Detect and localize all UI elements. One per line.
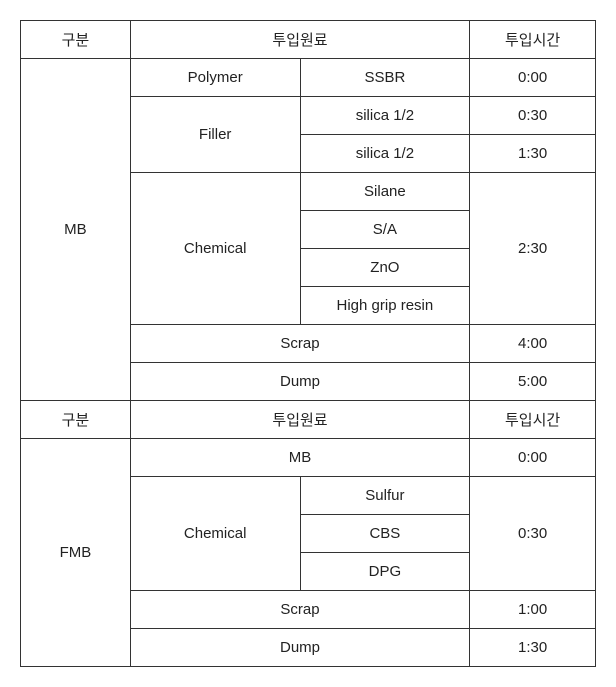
table-row: FMB MB 0:00 <box>21 439 596 477</box>
chemical-time-fmb: 0:30 <box>470 477 596 591</box>
scrap-time-mb: 4:00 <box>470 325 596 363</box>
polymer-label: Polymer <box>130 59 300 97</box>
chemical-label-fmb: Chemical <box>130 477 300 591</box>
section-mb-label: MB <box>21 59 131 401</box>
header-material-2: 투입원료 <box>130 401 469 439</box>
fmb-chemical-item-2: DPG <box>300 553 470 591</box>
dump-time-fmb: 1:30 <box>470 629 596 667</box>
filler-item-1: silica 1/2 <box>300 135 470 173</box>
polymer-item: SSBR <box>300 59 470 97</box>
scrap-label-mb: Scrap <box>130 325 469 363</box>
chemical-item-2: ZnO <box>300 249 470 287</box>
header-material: 투입원료 <box>130 21 469 59</box>
header-category-2: 구분 <box>21 401 131 439</box>
filler-time-1: 1:30 <box>470 135 596 173</box>
filler-time-0: 0:30 <box>470 97 596 135</box>
filler-item-0: silica 1/2 <box>300 97 470 135</box>
section-fmb-label: FMB <box>21 439 131 667</box>
scrap-time-fmb: 1:00 <box>470 591 596 629</box>
filler-label: Filler <box>130 97 300 173</box>
table-header-row: 구분 투입원료 투입시간 <box>21 21 596 59</box>
chemical-label-mb: Chemical <box>130 173 300 325</box>
table-row: MB Polymer SSBR 0:00 <box>21 59 596 97</box>
header-time: 투입시간 <box>470 21 596 59</box>
dump-label-fmb: Dump <box>130 629 469 667</box>
fmb-chemical-item-1: CBS <box>300 515 470 553</box>
fmb-chemical-item-0: Sulfur <box>300 477 470 515</box>
scrap-label-fmb: Scrap <box>130 591 469 629</box>
chemical-item-3: High grip resin <box>300 287 470 325</box>
dump-time-mb: 5:00 <box>470 363 596 401</box>
chemical-item-1: S/A <box>300 211 470 249</box>
header-time-2: 투입시간 <box>470 401 596 439</box>
mixing-process-table: 구분 투입원료 투입시간 MB Polymer SSBR 0:00 Filler… <box>20 20 596 667</box>
fmb-mb-label: MB <box>130 439 469 477</box>
fmb-mb-time: 0:00 <box>470 439 596 477</box>
polymer-time: 0:00 <box>470 59 596 97</box>
chemical-time-mb: 2:30 <box>470 173 596 325</box>
table-header-row: 구분 투입원료 투입시간 <box>21 401 596 439</box>
header-category: 구분 <box>21 21 131 59</box>
dump-label-mb: Dump <box>130 363 469 401</box>
chemical-item-0: Silane <box>300 173 470 211</box>
